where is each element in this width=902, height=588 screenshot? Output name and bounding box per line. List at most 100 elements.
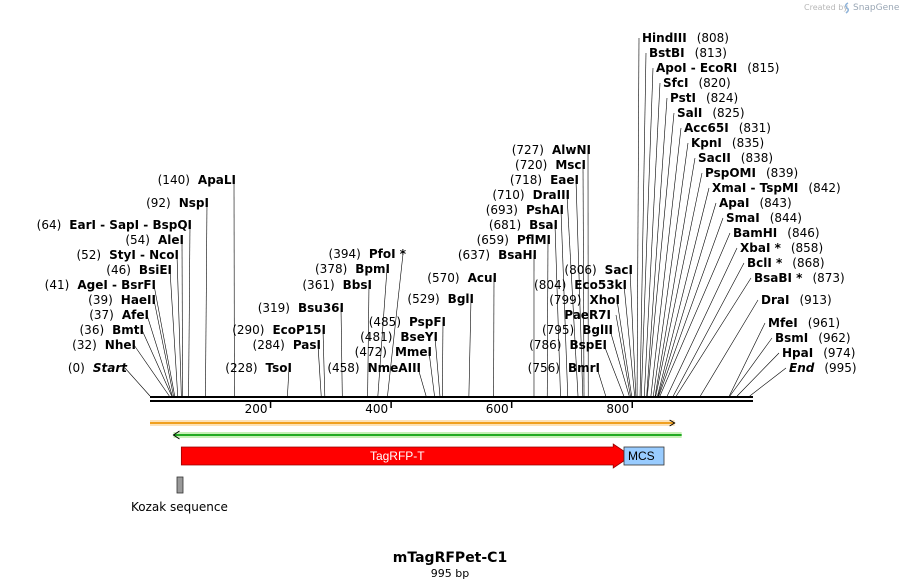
svg-text:HindIII(808): HindIII (808) xyxy=(642,31,729,45)
cut-site-name: XhoI xyxy=(589,293,620,307)
cut-site-name: BsiEI xyxy=(139,263,172,277)
cut-site-leader xyxy=(340,307,343,397)
cut-site[interactable]: XbaI * (858) xyxy=(740,241,823,255)
cut-site[interactable]: (795) BglII xyxy=(542,323,613,337)
cut-site[interactable]: Acc65I (831) xyxy=(684,121,771,135)
cut-site[interactable]: (41) AgeI - BsrFI xyxy=(45,278,156,292)
cut-site[interactable]: (570) AcuI xyxy=(427,271,497,285)
cut-site[interactable]: (284) PasI xyxy=(253,338,321,352)
cut-site[interactable]: (756) BmrI xyxy=(528,361,600,375)
cut-site[interactable]: SfcI (820) xyxy=(663,76,731,90)
cut-site[interactable]: (39) HaeII xyxy=(88,293,156,307)
cut-site-position: (842) xyxy=(808,181,840,195)
cut-site-position: (727) xyxy=(512,143,544,157)
cut-site-position: (39) xyxy=(88,293,113,307)
cut-site[interactable]: (637) BsaHI xyxy=(458,248,537,262)
cut-site[interactable]: (693) PshAI xyxy=(486,203,564,217)
cut-site[interactable]: PspOMI (839) xyxy=(705,166,798,180)
cut-site[interactable]: BsaBI * (873) xyxy=(754,271,845,285)
cut-site-position: (140) xyxy=(158,173,190,187)
cut-site[interactable]: (92) NspI xyxy=(146,196,209,210)
cut-site[interactable]: (46) BsiEI xyxy=(106,263,172,277)
cut-site-leader xyxy=(659,232,731,397)
cut-site[interactable]: PstI (824) xyxy=(670,91,738,105)
cut-site[interactable]: ApaI (843) xyxy=(719,196,792,210)
cut-site[interactable]: (485) PspFI xyxy=(369,315,446,329)
cut-site-name: SacI xyxy=(605,263,633,277)
cut-site[interactable]: XmaI - TspMI (842) xyxy=(712,181,841,195)
cut-site[interactable]: (37) AfeI xyxy=(89,308,149,322)
cut-site[interactable]: (720) MscI xyxy=(515,158,586,172)
cut-site[interactable]: (718) EaeI xyxy=(510,173,579,187)
cut-site-leader xyxy=(657,202,717,397)
cut-site-name: SalI xyxy=(677,106,702,120)
svg-text:(720)MscI: (720) MscI xyxy=(515,158,586,172)
cut-site[interactable]: SalI (825) xyxy=(677,106,745,120)
cut-site[interactable]: (228) TsoI xyxy=(225,361,292,375)
cut-site[interactable]: (681) BsaI xyxy=(489,218,558,232)
cut-site[interactable]: KpnI (835) xyxy=(691,136,764,150)
cut-site-name: ApaI xyxy=(719,196,749,210)
cut-site[interactable]: (54) AleI xyxy=(125,233,184,247)
cut-site-position: (361) xyxy=(302,278,334,292)
cut-site[interactable]: (64) EarI - SapI - BspQI xyxy=(37,218,192,232)
cut-site[interactable]: (290) EcoP15I xyxy=(232,323,326,337)
cut-site[interactable]: BclI * (868) xyxy=(747,256,825,270)
svg-text:MfeI(961): MfeI (961) xyxy=(768,316,840,330)
credit-brand: SnapGene xyxy=(853,3,900,13)
cut-site[interactable]: (659) PflMI xyxy=(477,233,551,247)
cut-site[interactable]: (36) BmtI xyxy=(80,323,145,337)
cut-site[interactable]: MfeI (961) xyxy=(768,316,840,330)
snapgene-logo-icon xyxy=(844,2,850,14)
cut-site[interactable]: (394) PfoI * xyxy=(329,247,407,261)
cut-site[interactable]: (710) DraIII xyxy=(492,188,570,202)
svg-text:(472)MmeI: (472) MmeI xyxy=(355,345,432,359)
cut-site-leader xyxy=(603,344,625,397)
cut-site[interactable]: (806) SacI xyxy=(564,263,633,277)
svg-text:(284)PasI: (284) PasI xyxy=(253,338,321,352)
cut-site[interactable]: (481) BseYI xyxy=(360,330,438,344)
cut-site[interactable]: (140) ApaLI xyxy=(158,173,236,187)
cut-site[interactable]: (786) BspEI xyxy=(529,338,607,352)
cut-site[interactable]: (0) Start xyxy=(68,361,128,375)
cut-site[interactable]: HindIII (808) xyxy=(642,31,729,45)
cut-site-name: SfcI xyxy=(663,76,688,90)
cut-site[interactable]: (472) MmeI xyxy=(355,345,432,359)
cut-site[interactable]: BamHI (846) xyxy=(733,226,820,240)
cut-site[interactable]: (52) StyI - NcoI xyxy=(76,248,179,262)
cut-site[interactable]: End (995) xyxy=(789,361,857,375)
cut-site[interactable]: (361) BbsI xyxy=(302,278,372,292)
ruler-ticks: 200 400 600 800 xyxy=(245,402,633,416)
cut-site[interactable]: HpaI (974) xyxy=(782,346,855,360)
cut-site-position: (458) xyxy=(327,361,359,375)
cut-site[interactable]: BstBI (813) xyxy=(649,46,727,60)
cut-site[interactable]: DraI (913) xyxy=(761,293,832,307)
orf-forward-arrow xyxy=(150,419,676,427)
cut-site[interactable]: (804) Eco53kI xyxy=(534,278,627,292)
svg-text:(806)SacI: (806) SacI xyxy=(564,263,633,277)
cut-site[interactable]: (378) BpmI xyxy=(315,262,390,276)
mcs-label: MCS xyxy=(628,449,655,463)
cut-site[interactable]: ApoI - EcoRI (815) xyxy=(656,61,779,75)
svg-text:(36)BmtI: (36) BmtI xyxy=(80,323,145,337)
cut-site[interactable]: SacII (838) xyxy=(698,151,773,165)
cut-site[interactable]: (32) NheI xyxy=(72,338,136,352)
svg-text:(786)BspEI: (786) BspEI xyxy=(529,338,607,352)
cut-site[interactable]: PaeR7I xyxy=(564,308,611,322)
cut-site-position: (808) xyxy=(697,31,729,45)
mcs-box xyxy=(623,446,665,466)
cut-site[interactable]: (458) NmeAIII xyxy=(327,361,421,375)
cut-site-name: BstBI xyxy=(649,46,685,60)
cut-site[interactable]: (319) Bsu36I xyxy=(258,301,344,315)
cut-site[interactable]: SmaI (844) xyxy=(726,211,802,225)
cut-site-position: (394) xyxy=(329,247,361,261)
cut-site-name: BbsI xyxy=(343,278,372,292)
cut-site-leader xyxy=(658,217,724,397)
tagrfp-label: TagRFP-T xyxy=(370,449,425,463)
cut-site[interactable]: (529) BglI xyxy=(407,292,474,306)
cut-site[interactable]: BsmI (962) xyxy=(775,331,851,345)
cut-site[interactable]: (727) AlwNI xyxy=(512,143,591,157)
cut-site-leader xyxy=(623,284,635,397)
cut-site-position: (0) xyxy=(68,361,85,375)
cut-site[interactable]: (799) XhoI xyxy=(549,293,620,307)
